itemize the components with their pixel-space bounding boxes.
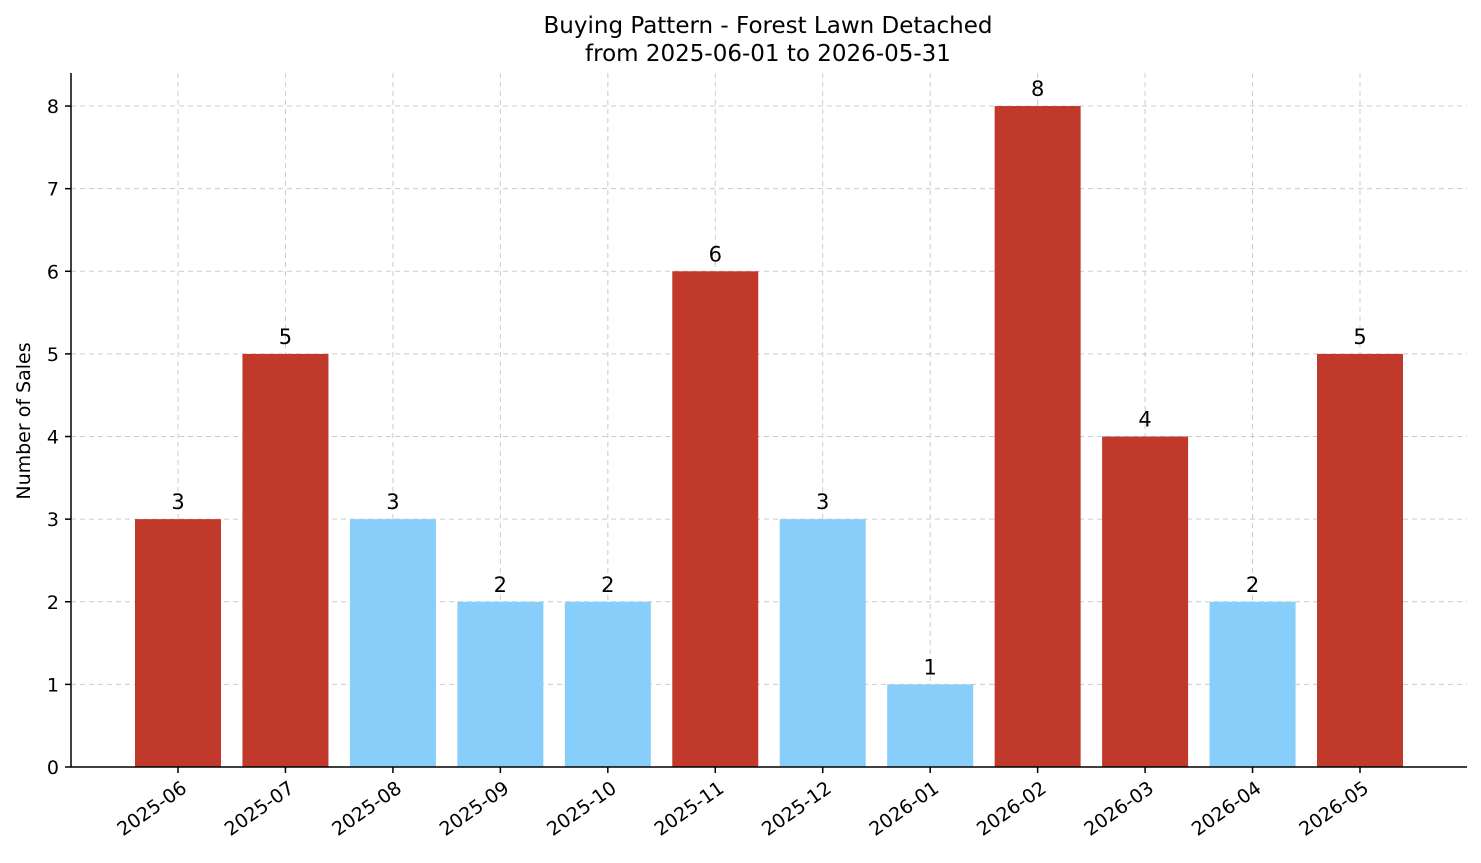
y-tick-label: 3 [47, 509, 59, 531]
x-tick-label: 2025-10 [543, 777, 621, 841]
y-tick-label: 2 [47, 592, 59, 614]
y-axis-ticks: 0 1 2 3 4 5 6 7 8 [47, 96, 71, 779]
y-axis-label: Number of Sales [13, 342, 35, 499]
bar-2025-06 [135, 519, 221, 767]
bar-2026-02 [994, 106, 1081, 768]
data-label-2025-08: 3 [386, 490, 399, 514]
data-label-2025-06: 3 [171, 490, 184, 514]
x-tick-label: 2026-01 [865, 777, 943, 841]
x-tick-label: 2026-04 [1188, 777, 1266, 841]
y-tick-label: 7 [47, 179, 59, 201]
x-tick-label: 2026-02 [973, 777, 1051, 841]
x-tick-label: 2025-06 [113, 777, 191, 841]
data-label-2025-10: 2 [601, 573, 614, 597]
data-label-2026-01: 1 [923, 655, 936, 679]
bar-2025-09 [457, 601, 544, 767]
x-tick-label: 2025-07 [221, 777, 299, 841]
data-label-2026-05: 5 [1353, 325, 1366, 349]
data-label-2025-11: 6 [709, 242, 722, 266]
y-tick-label: 6 [47, 261, 59, 283]
x-axis-ticks: 2025-06 2025-07 2025-08 2025-09 2025-10 2025-… [113, 767, 1373, 841]
data-labels: 3 5 3 2 2 6 3 1 8 4 2 5 [171, 77, 1366, 679]
data-label-2025-09: 2 [494, 573, 507, 597]
x-tick-label: 2025-08 [328, 777, 406, 841]
data-label-2025-07: 5 [279, 325, 292, 349]
y-tick-label: 1 [47, 674, 59, 696]
bars [135, 106, 1403, 768]
data-label-2026-03: 4 [1138, 408, 1151, 432]
x-tick-label: 2025-09 [436, 777, 514, 841]
bar-2026-05 [1317, 353, 1403, 767]
data-label-2026-02: 8 [1031, 77, 1044, 101]
chart-title: Buying Pattern - Forest Lawn Detached [544, 13, 993, 39]
x-tick-label: 2025-12 [758, 777, 836, 841]
y-tick-label: 5 [47, 344, 59, 366]
bar-2025-10 [564, 601, 651, 767]
bar-2025-12 [779, 519, 866, 767]
bar-2025-07 [242, 353, 329, 767]
y-tick-label: 0 [47, 757, 59, 779]
y-tick-label: 4 [47, 427, 59, 449]
bar-2026-04 [1209, 601, 1296, 767]
y-tick-label: 8 [47, 96, 59, 118]
bar-2025-11 [672, 271, 759, 767]
data-label-2026-04: 2 [1246, 573, 1259, 597]
x-tick-label: 2026-03 [1080, 777, 1158, 841]
bar-2025-08 [349, 519, 436, 767]
x-tick-label: 2025-11 [650, 777, 728, 841]
data-label-2025-12: 3 [816, 490, 829, 514]
chart-subtitle: from 2025-06-01 to 2026-05-31 [585, 41, 951, 67]
x-tick-label: 2026-05 [1295, 777, 1373, 841]
bar-2026-01 [887, 684, 974, 767]
bar-2026-03 [1102, 436, 1189, 767]
